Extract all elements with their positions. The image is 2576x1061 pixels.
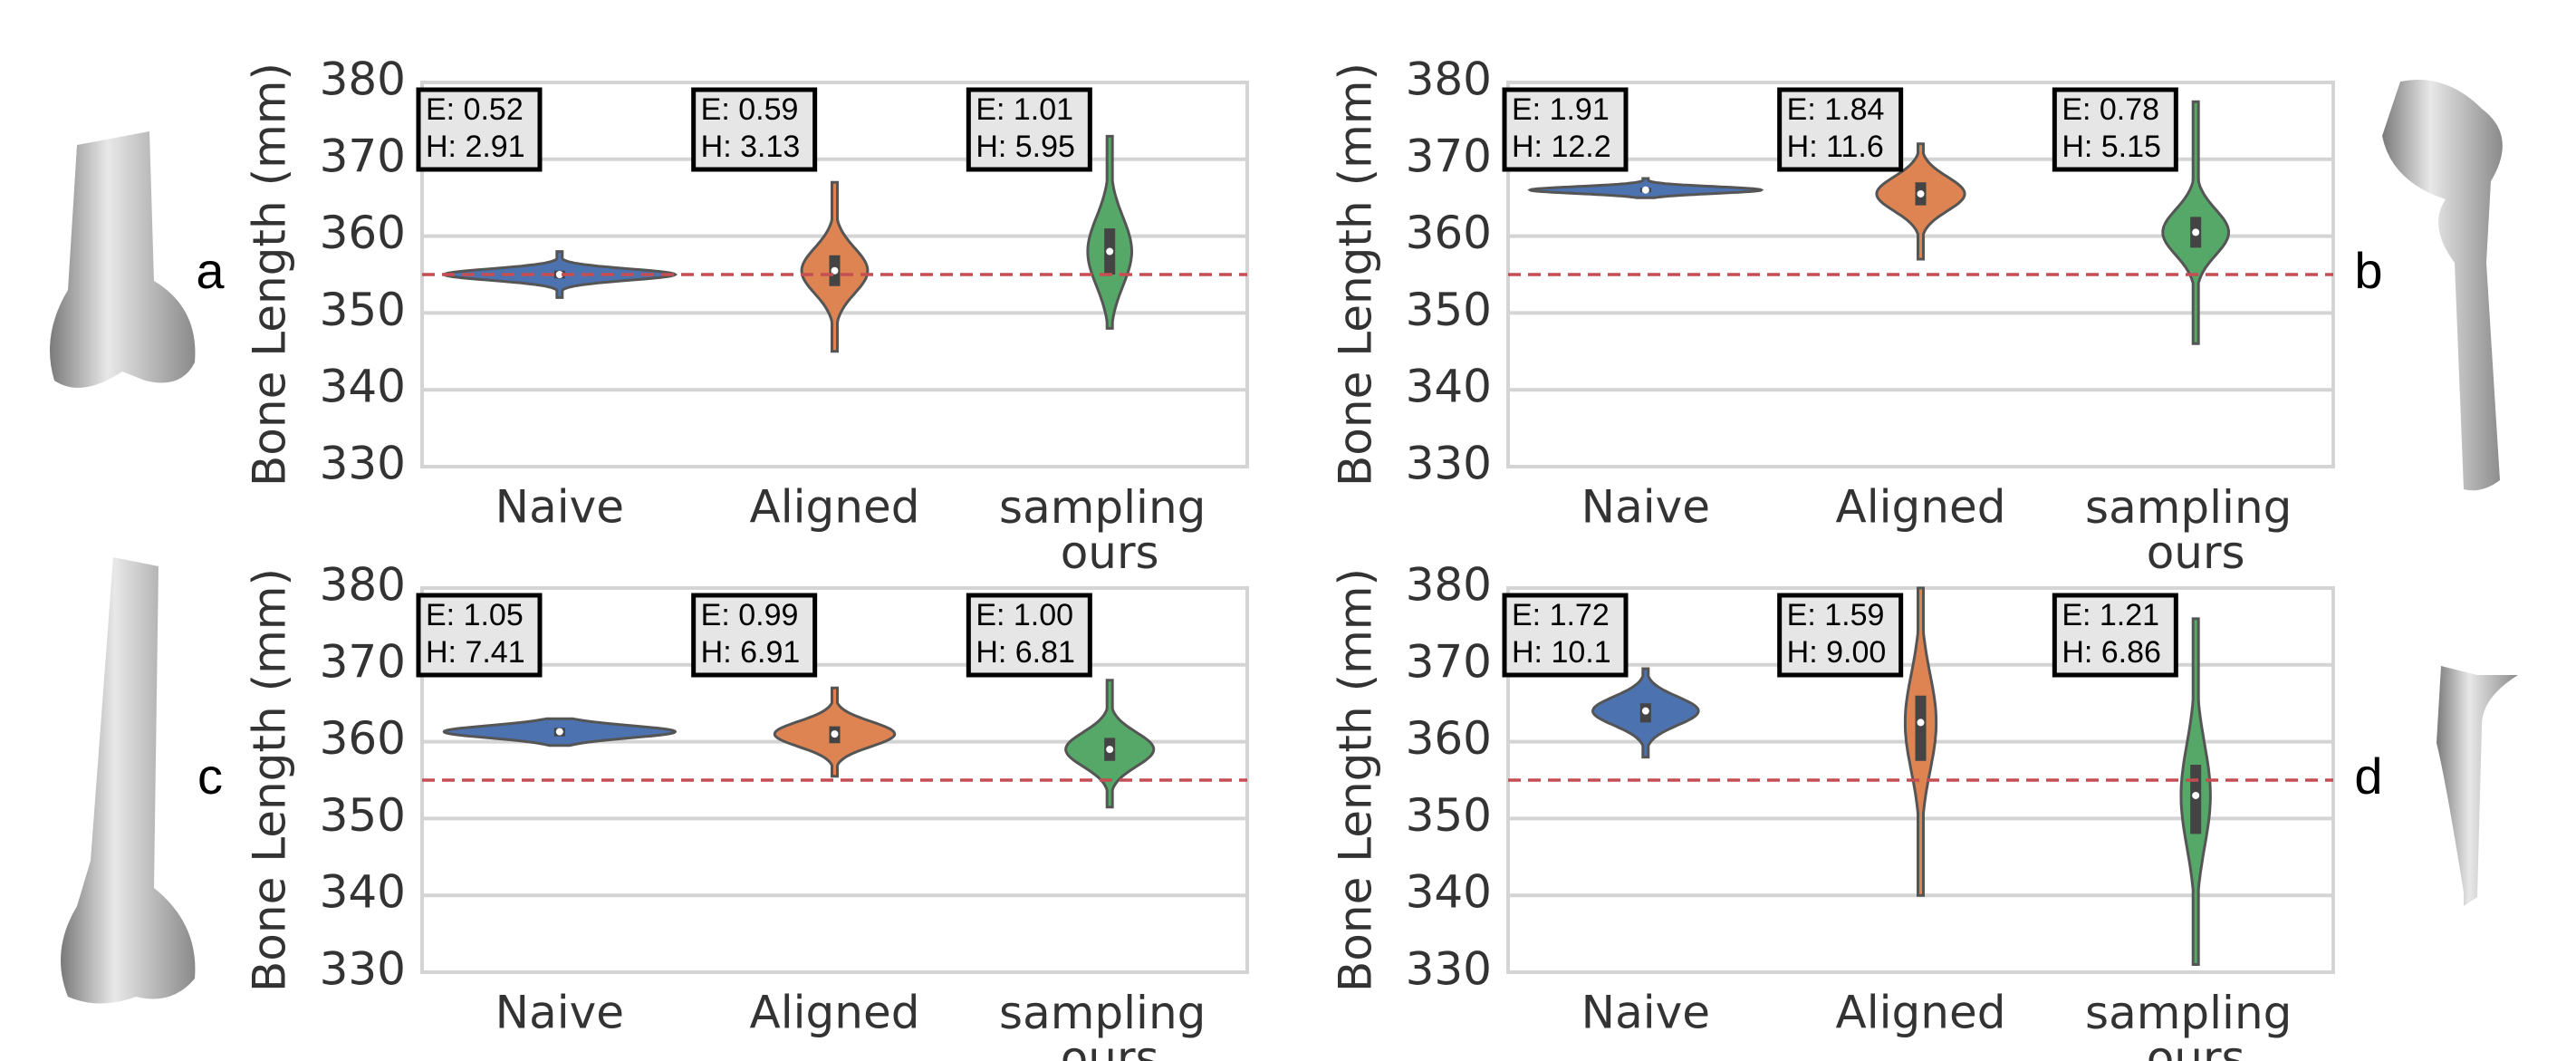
annotation-text: E: 0.52 [426,92,524,127]
y-tick-label: 370 [320,635,406,688]
violin-median [1106,746,1114,754]
annotation-text: H: 12.2 [1512,130,1611,164]
annotation-box [966,593,1092,678]
x-tick-label: Naive [1581,987,1710,1039]
y-tick-label: 360 [320,712,406,765]
annotation-box [2052,87,2178,172]
x-tick-label: sampling ours [999,987,1220,1061]
bone-image [61,557,196,1004]
y-tick-label: 340 [320,361,406,413]
annotation-text: E: 1.01 [976,92,1073,127]
y-tick-label: 340 [1406,866,1492,919]
annotation-box [966,87,1092,172]
x-tick-label: Aligned [750,987,920,1039]
bone-image [50,131,196,388]
annotation-text: E: 0.59 [701,92,799,127]
annotation-text: E: 1.84 [1787,92,1885,127]
x-tick-label: Aligned [1836,987,2006,1039]
y-tick-label: 350 [320,789,406,842]
y-axis-label: Bone Length (mm) [244,568,296,992]
y-tick-label: 370 [1406,130,1492,182]
x-tick-label: Aligned [750,481,920,534]
violin-median [831,266,839,275]
y-tick-label: 350 [320,284,406,336]
x-tick-label: Aligned [1836,481,2006,534]
y-tick-label: 350 [1406,789,1492,842]
violin-median [2192,228,2200,236]
annotation-box [691,87,818,172]
y-tick-label: 330 [1406,438,1492,490]
y-tick-label: 350 [1406,284,1492,336]
y-axis-label: Bone Length (mm) [1330,568,1382,992]
y-tick-label: 340 [1406,361,1492,413]
y-tick-label: 370 [1406,635,1492,688]
violin-median [2192,791,2200,799]
annotation-text: H: 7.41 [426,635,525,670]
annotation-text: H: 5.15 [2062,130,2161,164]
annotation-text: H: 9.00 [1787,635,1887,670]
annotation-text: H: 5.95 [976,130,1075,164]
annotation-text: H: 3.13 [701,130,801,164]
y-tick-label: 330 [320,438,406,490]
violin-median [1917,189,1925,198]
y-tick-label: 380 [320,53,406,106]
annotation-box [1502,593,1629,678]
annotation-box [1502,87,1629,172]
violin-median [831,730,839,738]
y-tick-label: 380 [1406,559,1492,612]
bone-image [2437,666,2518,906]
annotation-box [416,87,543,172]
panel-label: b [2354,242,2382,299]
violin-median [1917,719,1925,727]
panel-label: a [196,242,225,299]
annotation-text: E: 1.21 [2062,598,2159,632]
x-tick-label: Naive [495,481,624,534]
panel-label: d [2354,748,2382,805]
annotation-box [1777,87,1904,172]
annotation-text: E: 1.72 [1512,598,1610,632]
y-axis-label: Bone Length (mm) [244,63,296,487]
violin-median [555,728,563,736]
y-axis-label: Bone Length (mm) [1330,63,1382,487]
violin-median [555,271,563,278]
annotation-box [2052,593,2178,678]
bone-image [2382,80,2503,491]
annotation-text: E: 1.59 [1787,598,1885,632]
y-tick-label: 380 [320,559,406,612]
annotation-text: E: 1.00 [976,598,1073,632]
annotation-text: E: 1.05 [426,598,524,632]
x-tick-label: Naive [495,987,624,1039]
annotation-text: E: 1.91 [1512,92,1610,127]
x-tick-label: sampling ours [2085,481,2306,579]
y-tick-label: 380 [1406,53,1492,106]
y-tick-label: 330 [1406,943,1492,996]
y-tick-label: 340 [320,866,406,919]
y-tick-label: 370 [320,130,406,182]
x-tick-label: sampling ours [2085,987,2306,1061]
violin-median [1641,707,1649,715]
y-tick-label: 360 [1406,712,1492,765]
x-tick-label: sampling ours [999,481,1220,579]
annotation-text: H: 11.6 [1787,130,1884,164]
annotation-text: H: 6.81 [976,635,1075,670]
violin-median [1106,247,1114,256]
annotation-text: H: 6.91 [701,635,801,670]
annotation-text: E: 0.78 [2062,92,2159,127]
annotation-text: E: 0.99 [701,598,799,632]
x-tick-label: Naive [1581,481,1710,534]
y-tick-label: 330 [320,943,406,996]
y-tick-label: 360 [320,207,406,259]
annotation-box [1777,593,1904,678]
y-tick-label: 360 [1406,207,1492,259]
annotation-text: H: 6.86 [2062,635,2161,670]
annotation-box [691,593,818,678]
panel-label: c [197,748,223,805]
annotation-box [416,593,543,678]
violin-median [1641,186,1649,194]
annotation-text: H: 2.91 [426,130,525,164]
annotation-text: H: 10.1 [1512,635,1611,670]
